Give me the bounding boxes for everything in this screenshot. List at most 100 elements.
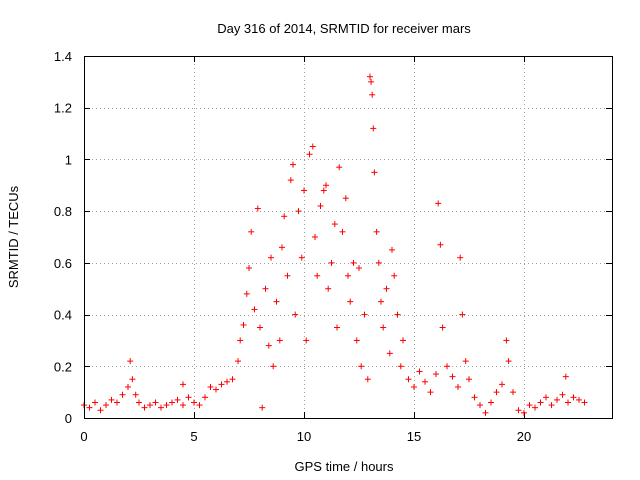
data-point (422, 378, 428, 385)
data-point (394, 311, 401, 318)
data-point (537, 399, 544, 406)
data-point (397, 363, 404, 370)
data-point (521, 409, 527, 416)
data-point (259, 404, 266, 411)
x-tick-label: 10 (297, 429, 311, 444)
data-point (515, 407, 522, 414)
data-point (532, 404, 538, 411)
y-tick-label: 0 (65, 411, 72, 426)
data-point (224, 378, 230, 385)
data-point (368, 78, 375, 85)
data-point (459, 311, 466, 318)
data-point (125, 383, 131, 390)
data-point (213, 386, 219, 393)
y-tick-label: 1.4 (54, 49, 72, 64)
chart-title: Day 316 of 2014, SRMTID for receiver mar… (217, 21, 471, 36)
tick-layer (84, 56, 612, 419)
data-point (314, 272, 321, 279)
data-point (339, 228, 346, 235)
data-point (86, 404, 93, 411)
data-point (383, 285, 390, 292)
data-point (268, 254, 274, 261)
data-point (281, 213, 288, 220)
data-point (576, 396, 582, 403)
data-point (488, 399, 494, 406)
data-point (152, 399, 159, 406)
data-point (180, 402, 186, 409)
data-point (119, 391, 126, 398)
y-tick-label: 0.6 (54, 256, 72, 271)
data-point (147, 402, 153, 409)
data-point (279, 244, 285, 251)
data-point (273, 298, 280, 305)
data-point (457, 254, 464, 261)
data-point (92, 399, 98, 406)
data-point (240, 321, 247, 328)
data-point (254, 205, 261, 212)
data-point (301, 187, 307, 194)
data-point (306, 151, 313, 158)
data-point (237, 337, 244, 344)
grid-layer (84, 56, 612, 418)
data-point (325, 285, 332, 292)
data-point (114, 399, 120, 406)
data-point (342, 195, 349, 202)
data-point (265, 342, 272, 349)
data-point (367, 73, 373, 80)
data-point (191, 399, 197, 406)
data-point (505, 358, 512, 365)
data-point (455, 383, 461, 390)
data-point (108, 396, 115, 403)
data-point (309, 143, 316, 150)
data-point (243, 290, 250, 297)
data-point (493, 389, 500, 396)
data-point (400, 337, 406, 344)
data-point (169, 399, 175, 406)
data-point (466, 376, 472, 383)
data-point (548, 402, 555, 409)
data-point (127, 358, 134, 365)
data-point (510, 389, 516, 396)
data-point (364, 376, 371, 383)
data-point (526, 402, 533, 409)
data-point (444, 363, 450, 370)
data-point (449, 373, 456, 380)
y-tick-label: 0.8 (54, 204, 72, 219)
data-point (350, 259, 357, 266)
data-point (370, 125, 377, 132)
data-point (373, 228, 380, 235)
data-point (196, 402, 203, 409)
data-point (503, 337, 510, 344)
data-point (562, 373, 569, 380)
data-point (559, 391, 566, 398)
data-point (251, 306, 258, 313)
data-point (229, 376, 236, 383)
data-point (141, 404, 148, 411)
data-point (345, 272, 351, 279)
data-point (328, 259, 335, 266)
data-point (276, 337, 283, 344)
data-point (482, 409, 489, 416)
x-tick-label: 5 (190, 429, 197, 444)
data-point (477, 402, 483, 409)
data-point (353, 337, 360, 344)
data-point (380, 324, 387, 331)
data-point (262, 285, 269, 292)
data-point (437, 241, 444, 248)
data-point (389, 246, 395, 253)
data-point (257, 324, 263, 331)
plot-frame (84, 56, 613, 419)
data-point (103, 402, 109, 409)
data-point (358, 363, 365, 370)
data-point (97, 407, 104, 414)
data-point (295, 208, 302, 215)
data-point (158, 404, 164, 411)
y-tick-label: 1 (65, 152, 72, 167)
data-point (439, 324, 446, 331)
data-point (471, 394, 478, 401)
data-point (180, 381, 186, 388)
data-point (132, 391, 139, 398)
data-point (312, 234, 318, 240)
data-point (581, 399, 588, 406)
